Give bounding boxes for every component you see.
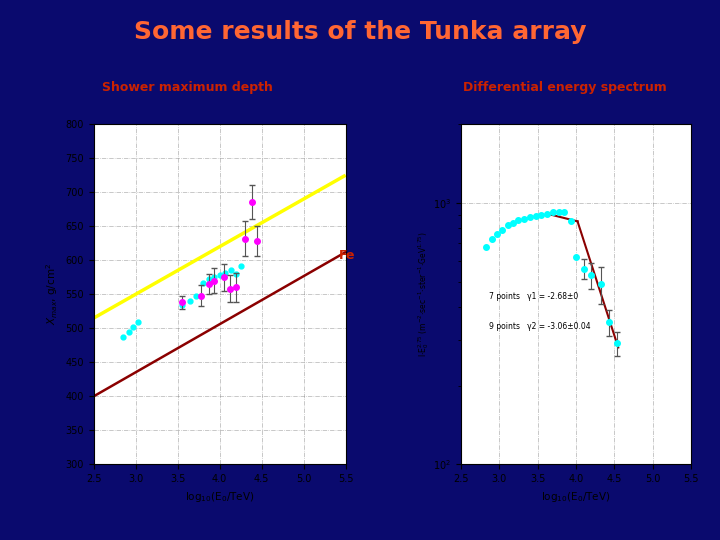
Text: Differential energy spectrum: Differential energy spectrum: [463, 81, 666, 94]
Text: Fe: Fe: [339, 249, 356, 262]
Text: Shower maximum depth: Shower maximum depth: [102, 81, 273, 94]
Text: 9 points   γ2 = -3.06±0.04: 9 points γ2 = -3.06±0.04: [489, 322, 591, 331]
X-axis label: log$_{10}$(E$_0$/TeV): log$_{10}$(E$_0$/TeV): [541, 490, 611, 504]
Y-axis label: $X_{max}$, g/cm$^2$: $X_{max}$, g/cm$^2$: [44, 263, 60, 326]
Y-axis label: I$\cdot$E$_0^{2.75}$ (m$^{-2}$$\cdot$sec$^{-1}$$\cdot$ster$^{-1}$$\cdot$GeV$^{1.: I$\cdot$E$_0^{2.75}$ (m$^{-2}$$\cdot$sec…: [416, 232, 431, 357]
Text: 7 points   γ1 = -2.68±0: 7 points γ1 = -2.68±0: [489, 292, 578, 301]
X-axis label: log$_{10}$(E$_0$/TeV): log$_{10}$(E$_0$/TeV): [185, 490, 254, 504]
Text: Some results of the Tunka array: Some results of the Tunka array: [134, 21, 586, 44]
